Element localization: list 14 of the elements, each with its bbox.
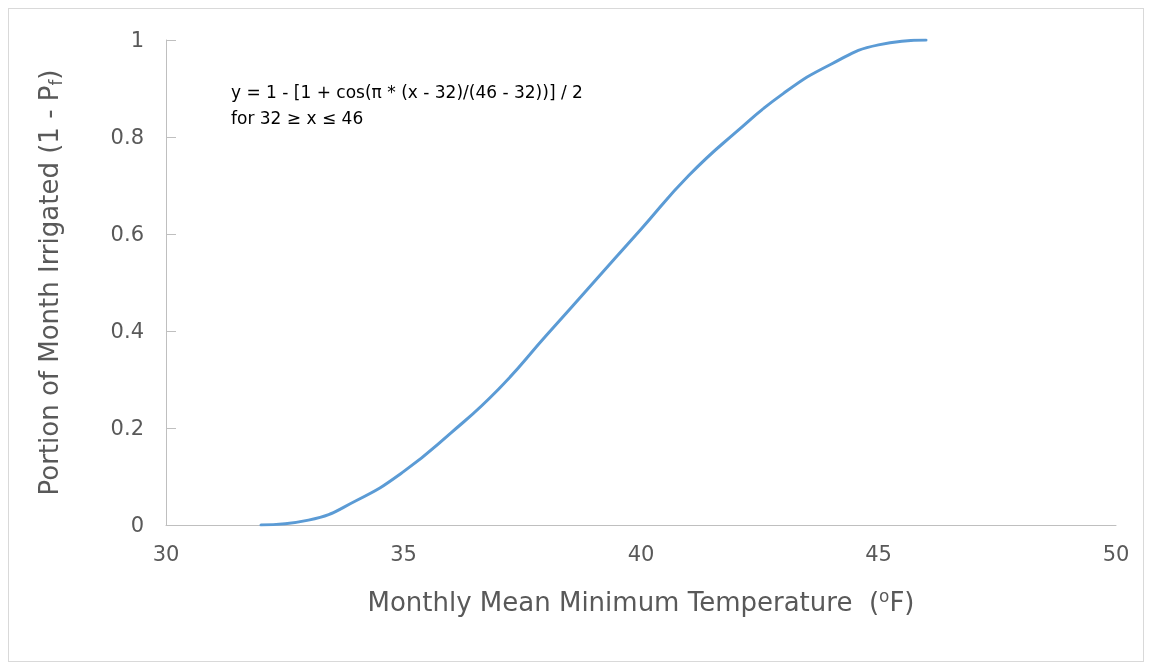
x-tick-label: 35 — [390, 541, 417, 566]
y-tick-label: 0.6 — [110, 222, 144, 246]
x-tick-label: 30 — [152, 541, 180, 566]
y-tick-label: 0.4 — [110, 319, 144, 343]
y-tick-label: 0 — [130, 513, 144, 537]
x-tick-label: 50 — [1102, 541, 1130, 566]
y-tick-label: 0.2 — [110, 416, 144, 440]
x-tick-label: 40 — [627, 541, 655, 566]
line-series — [259, 38, 928, 527]
x-tick-label: 45 — [865, 541, 892, 566]
y-axis-title: Portion of Month Irrigated (1 - Pf) — [34, 69, 66, 496]
y-tick-label: 1 — [130, 28, 144, 52]
y-tick-label: 0.8 — [110, 125, 144, 149]
annotation: y = 1 - [1 + cos(π * (x - 32)/(46 - 32))] / 2 for 32 ≥ x ≤ 46 — [231, 82, 583, 128]
